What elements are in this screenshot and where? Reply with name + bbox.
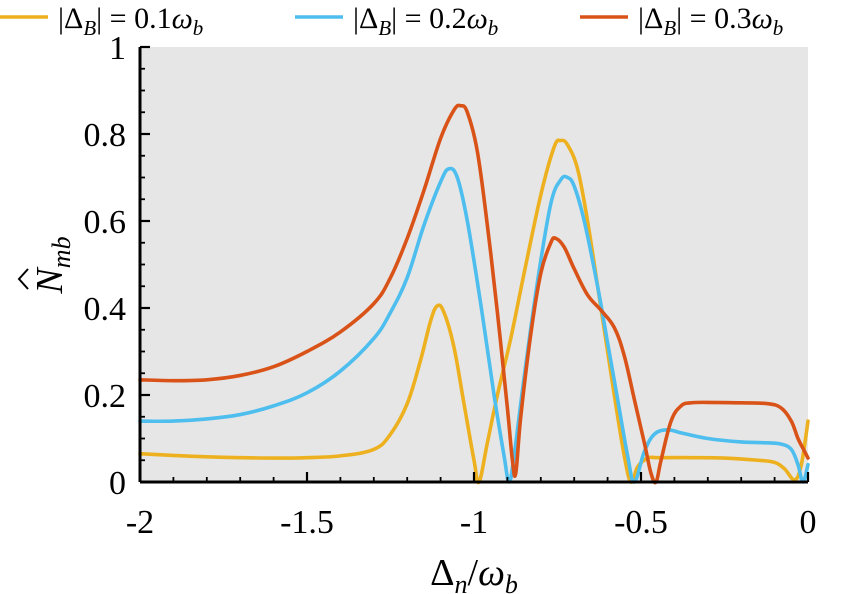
y-tick-label: 0.8 [84, 117, 127, 154]
legend-label-2: |ΔB| = 0.2ωb [353, 2, 498, 40]
y-axis-hat [17, 268, 29, 290]
series-line-1 [138, 138, 810, 485]
x-tick-label: -1 [460, 504, 488, 541]
y-tick-label: 0.6 [84, 204, 127, 241]
y-tick-label: 0 [109, 465, 126, 502]
x-tick-label: -1.5 [280, 504, 334, 541]
x-tick-label: -0.5 [614, 504, 668, 541]
series-line-3 [138, 103, 810, 485]
legend-label-3: |ΔB| = 0.3ωb [638, 2, 783, 40]
y-tick-label: 0.2 [84, 378, 127, 415]
axis-titles: Δn/ωb Nmb [17, 236, 518, 594]
series-layer [138, 103, 810, 485]
y-axis-title: Nmb [17, 236, 76, 295]
y-tick-label: 1 [109, 30, 126, 67]
x-axis-title: Δn/ωb [430, 552, 518, 594]
legend-label-1: |ΔB| = 0.1ωb [58, 2, 203, 40]
series-line-2 [138, 166, 810, 484]
legend: |ΔB| = 0.1ωb |ΔB| = 0.2ωb |ΔB| = 0.3ωb [0, 2, 783, 40]
x-tick-label: -2 [126, 504, 154, 541]
x-tick-label: 0 [800, 504, 817, 541]
y-axis-title-text: Nmb [29, 236, 76, 294]
y-tick-label: 0.4 [84, 291, 127, 328]
axes-layer: -2 -1.5 -1 -0.5 0 0 0.2 0.4 0.6 0.8 1 [84, 30, 817, 541]
